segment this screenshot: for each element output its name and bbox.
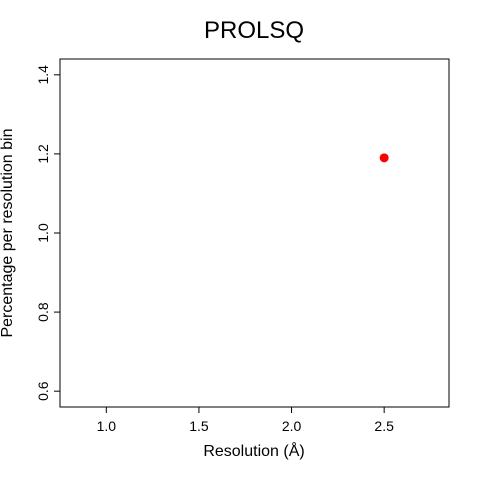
y-tick-label: 1.0 <box>35 223 51 243</box>
y-tick-label: 1.4 <box>35 65 51 85</box>
data-point <box>379 153 389 163</box>
x-axis: 1.0 1.5 2.0 2.5 <box>97 407 394 434</box>
y-axis: 0.6 0.8 1.0 1.2 1.4 <box>35 65 60 401</box>
x-tick-label: 2.0 <box>282 418 302 434</box>
y-tick-label: 0.6 <box>35 381 51 401</box>
x-tick-label: 1.5 <box>189 418 209 434</box>
plot-frame <box>59 58 450 408</box>
data-points <box>379 153 389 163</box>
y-tick-label: 0.8 <box>35 302 51 322</box>
y-axis-label: Percentage per resolution bin <box>0 128 16 337</box>
y-tick-label: 1.2 <box>35 144 51 164</box>
x-tick-label: 1.0 <box>97 418 117 434</box>
chart-title: PROLSQ <box>204 17 304 44</box>
x-axis-label: Resolution (Å) <box>203 441 304 460</box>
x-tick-label: 2.5 <box>374 418 394 434</box>
